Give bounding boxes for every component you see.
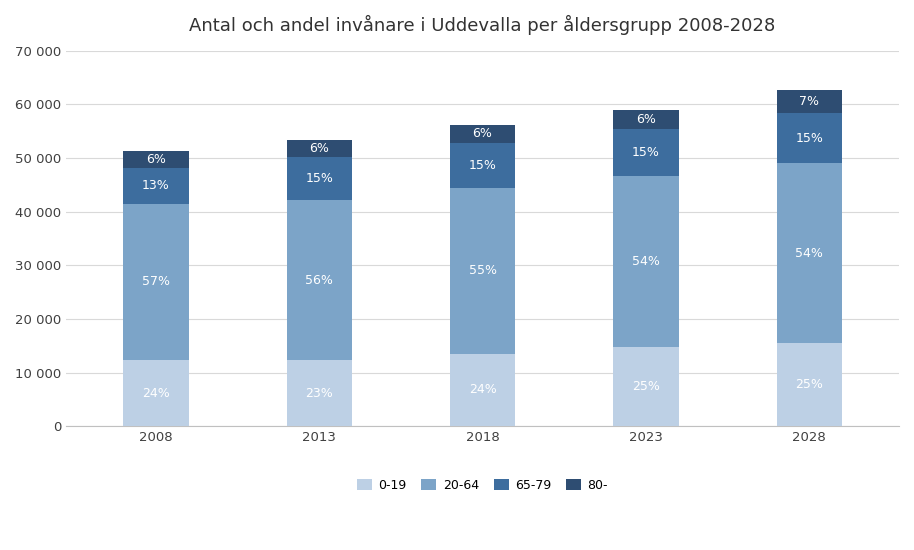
Bar	[777, 113, 842, 163]
Bar	[613, 109, 678, 129]
Bar	[450, 125, 515, 142]
Text: 15%: 15%	[305, 172, 334, 185]
Text: 25%: 25%	[795, 378, 824, 391]
Bar	[287, 140, 352, 157]
Text: 13%: 13%	[142, 179, 170, 192]
Text: 6%: 6%	[473, 127, 493, 140]
Text: 56%: 56%	[305, 274, 334, 287]
Bar	[123, 360, 188, 426]
Bar	[123, 204, 188, 360]
Text: 54%: 54%	[795, 246, 824, 260]
Text: 15%: 15%	[469, 159, 496, 172]
Bar	[777, 90, 842, 113]
Text: 23%: 23%	[305, 387, 333, 400]
Bar	[450, 354, 515, 426]
Bar	[777, 343, 842, 426]
Legend: 0-19, 20-64, 65-79, 80-: 0-19, 20-64, 65-79, 80-	[352, 474, 613, 497]
Bar	[613, 347, 678, 426]
Bar	[123, 151, 188, 168]
Bar	[287, 157, 352, 200]
Bar	[287, 200, 352, 360]
Text: 6%: 6%	[636, 113, 656, 125]
Text: 7%: 7%	[799, 95, 819, 108]
Text: 54%: 54%	[632, 255, 660, 268]
Bar	[613, 176, 678, 347]
Text: 24%: 24%	[142, 387, 170, 400]
Bar	[450, 188, 515, 354]
Bar	[777, 163, 842, 343]
Title: Antal och andel invånare i Uddevalla per åldersgrupp 2008-2028: Antal och andel invånare i Uddevalla per…	[189, 15, 776, 35]
Text: 6%: 6%	[146, 153, 165, 166]
Bar	[450, 142, 515, 188]
Text: 15%: 15%	[795, 132, 824, 145]
Text: 6%: 6%	[309, 142, 329, 155]
Text: 25%: 25%	[632, 380, 660, 393]
Text: 24%: 24%	[469, 383, 496, 397]
Text: 55%: 55%	[469, 265, 496, 277]
Bar	[123, 168, 188, 204]
Text: 57%: 57%	[142, 276, 170, 288]
Bar	[613, 129, 678, 176]
Text: 15%: 15%	[632, 146, 660, 159]
Bar	[287, 360, 352, 426]
